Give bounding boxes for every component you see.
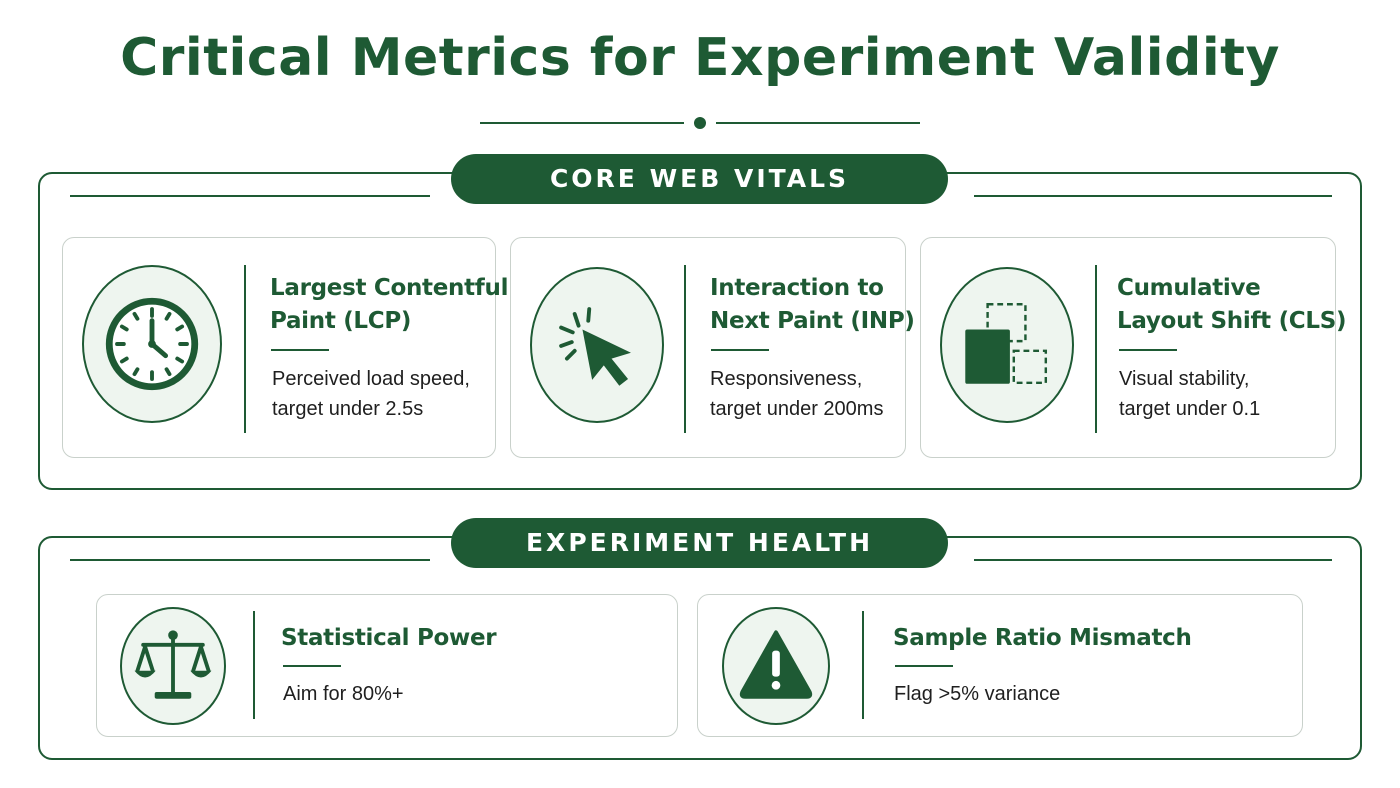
section2-rule-right xyxy=(974,559,1332,561)
cls-title: Cumulative Layout Shift (CLS) xyxy=(1117,272,1347,338)
cls-title-underline xyxy=(1119,349,1177,351)
cls-desc-line1: Visual stability, xyxy=(1119,368,1250,390)
lcp-desc-line1: Perceived load speed, xyxy=(272,368,470,390)
statistical-power-separator xyxy=(253,611,255,719)
title-divider-right xyxy=(716,122,920,124)
experiment-health-label: EXPERIMENT HEALTH xyxy=(451,518,948,568)
lcp-separator xyxy=(244,265,246,433)
core-web-vitals-label: CORE WEB VITALS xyxy=(451,154,948,204)
inp-title-line1: Interaction to xyxy=(710,275,884,301)
lcp-title-underline xyxy=(271,349,329,351)
inp-desc-line1: Responsiveness, xyxy=(710,368,863,390)
section-rule-left xyxy=(70,195,430,197)
lcp-desc-line2: target under 2.5s xyxy=(272,398,424,420)
cls-title-line1: Cumulative xyxy=(1117,275,1261,301)
cls-separator xyxy=(1095,265,1097,433)
srm-icon-circle xyxy=(722,607,830,725)
lcp-description: Perceived load speed, target under 2.5s xyxy=(272,364,470,424)
lcp-title: Largest Contentful Paint (LCP) xyxy=(270,272,508,338)
inp-description: Responsiveness, target under 200ms xyxy=(710,364,883,424)
layout-shift-icon xyxy=(965,303,1048,385)
page-title: Critical Metrics for Experiment Validity xyxy=(120,28,1280,88)
cls-desc-line2: target under 0.1 xyxy=(1119,398,1261,420)
srm-underline xyxy=(895,665,953,667)
srm-title: Sample Ratio Mismatch xyxy=(893,625,1192,651)
cursor-click-icon xyxy=(559,307,631,386)
lcp-title-line2: Paint (LCP) xyxy=(270,308,412,334)
srm-separator xyxy=(862,611,864,719)
statistical-power-description: Aim for 80%+ xyxy=(283,683,404,705)
title-divider-dot xyxy=(694,117,706,129)
inp-icon-circle xyxy=(530,267,664,423)
srm-description: Flag >5% variance xyxy=(894,683,1061,705)
inp-title: Interaction to Next Paint (INP) xyxy=(710,272,915,338)
title-divider-left xyxy=(480,122,684,124)
inp-title-underline xyxy=(711,349,769,351)
clock-icon xyxy=(105,297,199,391)
inp-separator xyxy=(684,265,686,433)
section2-rule-left xyxy=(70,559,430,561)
section-rule-right xyxy=(974,195,1332,197)
lcp-title-line1: Largest Contentful xyxy=(270,275,509,301)
statistical-power-icon-circle xyxy=(120,607,226,725)
scales-icon xyxy=(134,630,212,699)
warning-icon xyxy=(739,630,813,699)
cls-title-line2: Layout Shift (CLS) xyxy=(1117,308,1347,334)
statistical-power-title: Statistical Power xyxy=(281,625,497,651)
inp-title-line2: Next Paint (INP) xyxy=(710,308,915,334)
lcp-icon-circle xyxy=(82,265,222,423)
cls-description: Visual stability, target under 0.1 xyxy=(1119,364,1260,424)
statistical-power-underline xyxy=(283,665,341,667)
inp-desc-line2: target under 200ms xyxy=(710,398,884,420)
cls-icon-circle xyxy=(940,267,1074,423)
